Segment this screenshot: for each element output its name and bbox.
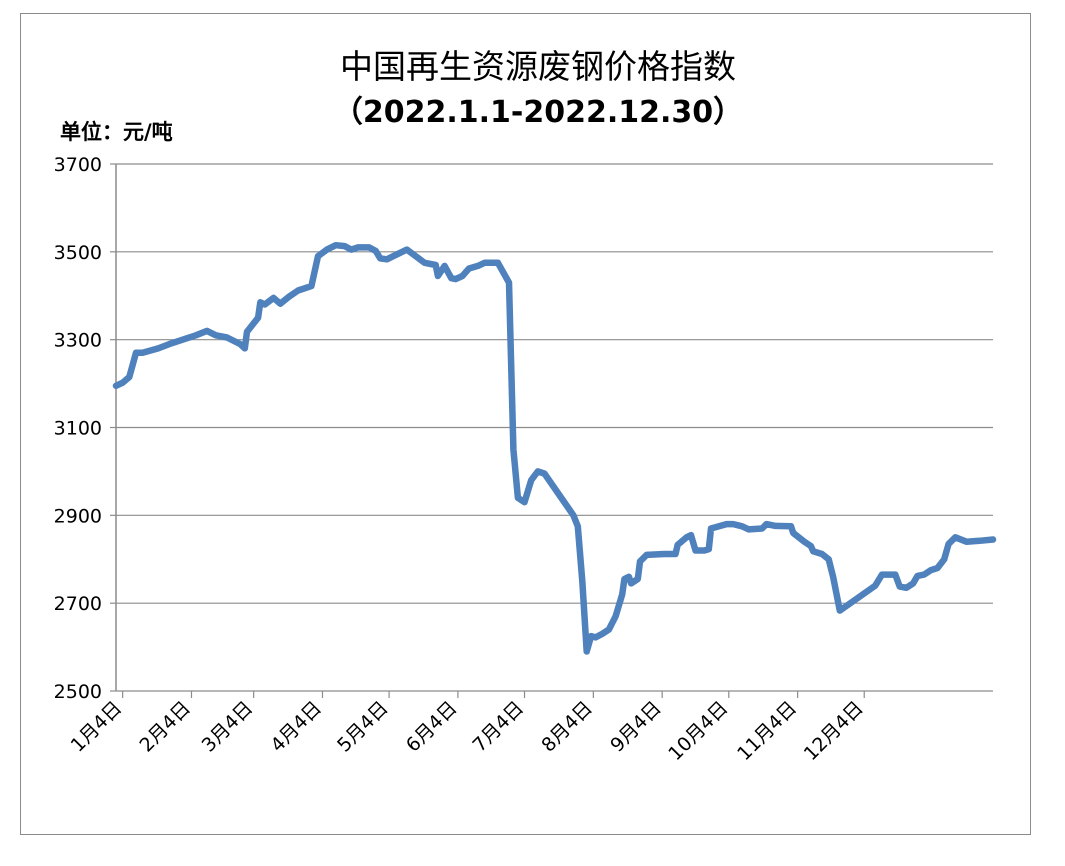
y-tick-label: 3700 <box>54 154 102 176</box>
y-tick-label: 3500 <box>54 242 102 264</box>
x-tick-label: 7月4日 <box>469 697 529 757</box>
unit-label: 单位：元/吨 <box>60 120 173 144</box>
y-tick-label: 2900 <box>54 505 102 527</box>
y-tick-label: 2700 <box>54 593 102 615</box>
x-tick-label: 3月4日 <box>198 697 258 757</box>
y-axis-ticks: 3700 3500 3300 3100 2900 2700 2500 <box>54 154 116 703</box>
x-axis-ticks: 1月4日 2月4日 3月4日 4月4日 5月4日 6月4日 7月4日 8月4日 9月4日10月4… <box>67 691 868 765</box>
series-line <box>112 241 997 655</box>
chart-frame <box>20 13 1031 835</box>
chart-subtitle: （2022.1.1-2022.12.30） <box>333 95 743 130</box>
series-group <box>112 241 997 655</box>
x-tick-label: 8月4日 <box>537 697 597 757</box>
x-tick-label: 2月4日 <box>135 697 195 757</box>
x-tick-label: 4月4日 <box>266 697 326 757</box>
x-tick-label: 10月4日 <box>664 697 732 765</box>
y-tick-label: 3300 <box>54 330 102 352</box>
x-tick-label: 12月4日 <box>800 697 868 765</box>
x-tick-label: 5月4日 <box>333 697 393 757</box>
y-tick-label: 3100 <box>54 418 102 440</box>
chart-title: 中国再生资源废钢价格指数 <box>340 47 736 86</box>
x-tick-label: 6月4日 <box>402 697 462 757</box>
gridlines <box>116 163 993 692</box>
x-tick-label: 9月4日 <box>606 697 666 757</box>
x-tick-label: 1月4日 <box>67 697 127 757</box>
y-tick-label: 2500 <box>54 681 102 703</box>
x-tick-label: 11月4日 <box>733 697 801 765</box>
